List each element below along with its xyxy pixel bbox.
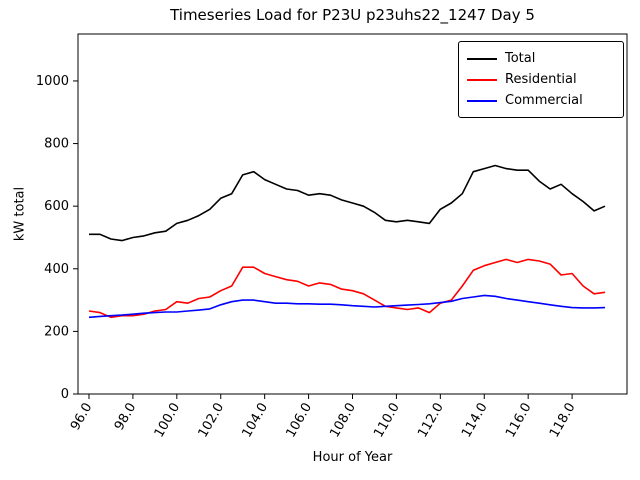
legend-label-total: Total: [505, 51, 536, 66]
x-axis-label: Hour of Year: [312, 450, 393, 465]
chart-title: Timeseries Load for P23U p23uhs22_1247 D…: [170, 6, 535, 24]
svg-text:106.0: 106.0: [283, 401, 315, 441]
svg-text:108.0: 108.0: [327, 401, 359, 441]
legend-line-residential: [467, 78, 497, 81]
legend-item-residential: Residential: [467, 69, 615, 90]
svg-text:400: 400: [44, 262, 69, 277]
legend-label-commercial: Commercial: [505, 93, 583, 108]
svg-text:118.0: 118.0: [547, 401, 579, 441]
svg-text:0: 0: [61, 387, 69, 402]
svg-text:100.0: 100.0: [152, 401, 184, 441]
svg-text:96.0: 96.0: [68, 401, 95, 434]
svg-text:98.0: 98.0: [112, 401, 139, 434]
legend: Total Residential Commercial: [458, 41, 624, 118]
svg-text:200: 200: [44, 324, 69, 339]
svg-text:1000: 1000: [36, 74, 69, 89]
svg-text:110.0: 110.0: [371, 401, 403, 441]
svg-text:102.0: 102.0: [196, 401, 228, 441]
svg-text:104.0: 104.0: [240, 401, 272, 441]
legend-item-commercial: Commercial: [467, 90, 615, 111]
svg-text:112.0: 112.0: [415, 401, 447, 441]
legend-line-commercial: [467, 99, 497, 102]
svg-text:114.0: 114.0: [459, 401, 491, 441]
legend-line-total: [467, 57, 497, 60]
legend-item-total: Total: [467, 48, 615, 69]
y-axis-label: kW total: [12, 186, 28, 242]
legend-label-residential: Residential: [505, 72, 577, 87]
svg-text:800: 800: [44, 137, 69, 152]
svg-text:600: 600: [44, 199, 69, 214]
svg-text:116.0: 116.0: [503, 401, 535, 441]
